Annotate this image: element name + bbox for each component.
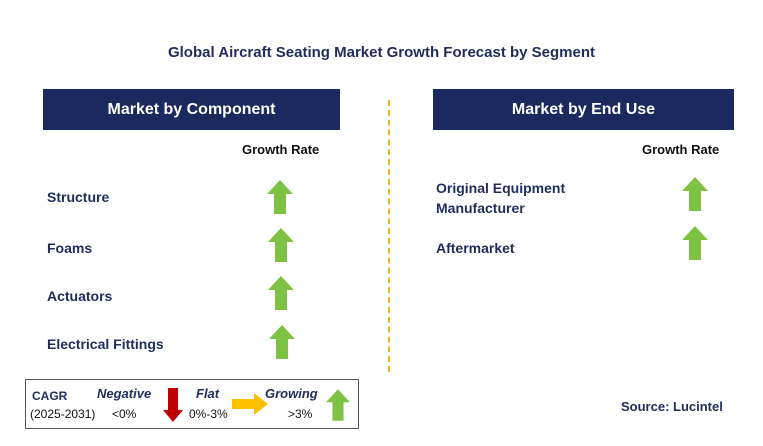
component-header-label: Market by Component bbox=[107, 100, 276, 118]
component-header: Market by Component bbox=[43, 89, 340, 130]
right-arrow-yellow-icon bbox=[232, 393, 268, 415]
source-label: Source: Lucintel bbox=[621, 399, 723, 414]
legend-flat-range: 0%-3% bbox=[189, 407, 228, 421]
segment-oem-label: Original Equipment Manufacturer bbox=[436, 178, 565, 218]
legend-growing-label: Growing bbox=[265, 386, 318, 401]
up-arrow-green-icon bbox=[269, 325, 295, 359]
legend-cagr-label: CAGR bbox=[32, 389, 68, 403]
up-arrow-green-icon bbox=[267, 180, 293, 214]
segment-aftermarket-label: Aftermarket bbox=[436, 240, 515, 256]
legend-flat-label: Flat bbox=[196, 386, 220, 401]
up-arrow-green-icon bbox=[268, 228, 294, 262]
up-arrow-green-icon bbox=[268, 276, 294, 310]
page-title: Global Aircraft Seating Market Growth Fo… bbox=[167, 44, 596, 61]
end-use-header: Market by End Use bbox=[433, 89, 734, 130]
segment-foams-label: Foams bbox=[47, 240, 93, 256]
segment-electrical-fittings-label: Electrical Fittings bbox=[47, 336, 164, 352]
cagr-legend: CAGR (2025-2031) Negative <0% Flat 0%-3%… bbox=[25, 379, 359, 429]
up-arrow-green-icon bbox=[682, 177, 708, 211]
legend-period: (2025-2031) bbox=[30, 407, 96, 421]
legend-growing-range: >3% bbox=[288, 407, 313, 421]
legend-negative-label: Negative bbox=[97, 386, 152, 401]
segment-oem-label-line2: Manufacturer bbox=[436, 200, 525, 216]
panel-divider bbox=[388, 100, 390, 372]
end-use-growth-rate-label: Growth Rate bbox=[642, 142, 720, 157]
up-arrow-green-icon bbox=[326, 389, 350, 421]
up-arrow-green-icon bbox=[682, 226, 708, 260]
segment-structure-label: Structure bbox=[47, 189, 110, 205]
end-use-header-label: Market by End Use bbox=[511, 100, 656, 118]
legend-negative-range: <0% bbox=[112, 407, 137, 421]
component-growth-rate-label: Growth Rate bbox=[242, 142, 320, 157]
down-arrow-red-icon bbox=[163, 388, 183, 422]
segment-oem-label-line1: Original Equipment bbox=[436, 180, 566, 196]
segment-actuators-label: Actuators bbox=[47, 288, 113, 304]
